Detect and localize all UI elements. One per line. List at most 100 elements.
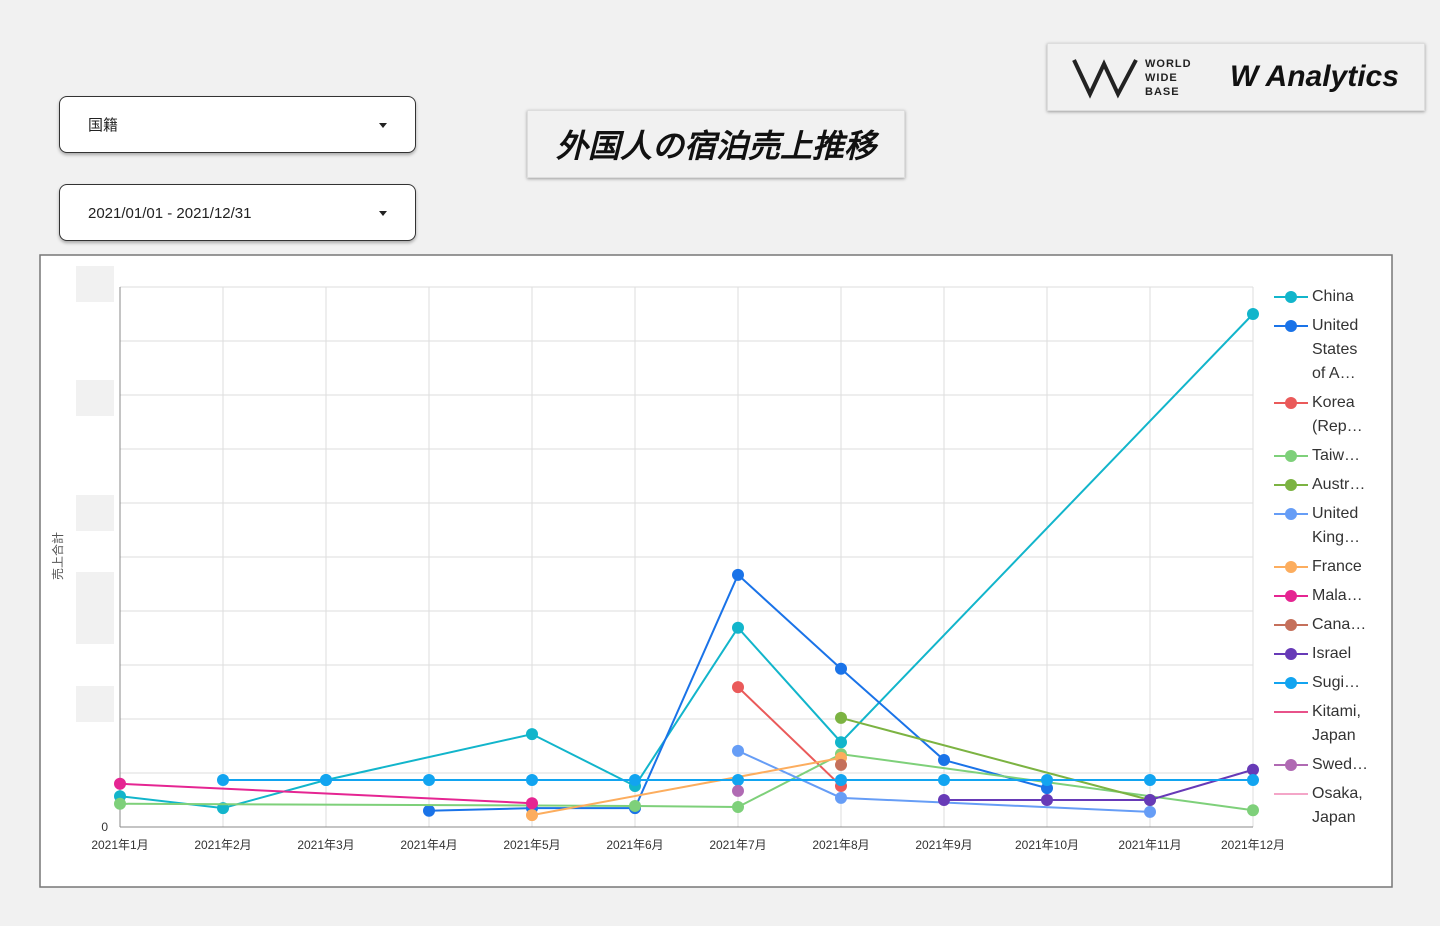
data-point <box>526 728 538 741</box>
x-tick-label: 2021年4月 <box>400 838 457 852</box>
title: 外国人の宿泊売上推移 <box>555 128 876 164</box>
legend-label: Kitami, Japan <box>1312 703 1361 744</box>
data-point <box>835 736 847 749</box>
data-point <box>1247 763 1259 776</box>
legend-item[interactable]: Sugi… <box>1272 671 1387 695</box>
logo-line: WORLD <box>1145 58 1192 70</box>
data-point <box>217 774 229 787</box>
data-point <box>1041 774 1053 787</box>
legend-item[interactable]: Israel <box>1272 642 1387 666</box>
legend-swatch <box>1274 677 1308 689</box>
x-tick-label: 2021年1月 <box>91 838 148 852</box>
legend-swatch <box>1274 561 1308 573</box>
legend-label: Sugi… <box>1312 674 1361 691</box>
legend-swatch <box>1274 619 1308 631</box>
data-point <box>320 774 332 787</box>
series-line <box>119 782 533 805</box>
chart-panel <box>39 254 1393 888</box>
legend-swatch <box>1274 711 1308 713</box>
x-tick-label: 2021年9月 <box>915 838 972 852</box>
legend: China United States of A… Korea (Rep… Taiw…… <box>1272 285 1387 830</box>
data-point <box>732 681 744 694</box>
data-point <box>938 754 950 767</box>
data-point <box>835 758 847 771</box>
legend-item[interactable]: China <box>1272 285 1387 309</box>
data-point <box>1144 805 1156 818</box>
legend-label: Mala… <box>1312 587 1363 604</box>
x-tick-label: 2021年6月 <box>606 838 663 852</box>
legend-label: China <box>1312 288 1354 305</box>
data-point <box>732 784 744 797</box>
logo-mark <box>1072 59 1138 99</box>
legend-item[interactable]: Austr… <box>1272 473 1387 497</box>
y-axis-label: 売上合計 <box>50 532 65 580</box>
nationality-filter[interactable]: 国籍 <box>59 96 416 153</box>
data-point <box>114 777 126 790</box>
legend-item[interactable]: France <box>1272 555 1387 579</box>
x-tick-label: 2021年8月 <box>812 838 869 852</box>
data-point <box>526 797 538 810</box>
data-point <box>732 774 744 787</box>
data-point <box>732 801 744 814</box>
date-range: 2021/01/01 - 2021/12/31 <box>88 205 252 222</box>
legend-swatch <box>1274 793 1308 795</box>
data-point <box>526 809 538 822</box>
title-box: 外国人の宿泊売上推移 <box>527 110 905 178</box>
y-tick-label: 0 <box>101 820 108 834</box>
data-point <box>423 774 435 787</box>
data-point <box>1144 774 1156 787</box>
legend-item[interactable]: United States of A… <box>1272 314 1387 386</box>
legend-item[interactable]: Kitami, Japan <box>1272 700 1387 748</box>
legend-swatch <box>1274 590 1308 602</box>
legend-label: United States of A… <box>1312 317 1359 382</box>
legend-item[interactable]: Taiw… <box>1272 444 1387 468</box>
legend-label: Israel <box>1312 645 1352 662</box>
data-point <box>1144 794 1156 806</box>
legend-item[interactable]: Korea (Rep… <box>1272 391 1387 439</box>
legend-label: Swed… <box>1312 756 1369 773</box>
legend-label: Austr… <box>1312 476 1366 493</box>
legend-label: Taiw… <box>1312 447 1361 464</box>
x-tick-label: 2021年11月 <box>1118 838 1181 852</box>
logo-box: WORLD WIDE BASE W Analytics <box>1047 43 1425 111</box>
data-point <box>835 662 847 675</box>
legend-label: Korea (Rep… <box>1312 394 1363 435</box>
legend-item[interactable]: Mala… <box>1272 584 1387 608</box>
series-line <box>737 686 842 787</box>
x-tick-label: 2021年2月 <box>194 838 251 852</box>
data-point <box>629 774 641 787</box>
data-point <box>114 797 126 810</box>
data-point <box>1247 804 1259 817</box>
legend-label: Cana… <box>1312 616 1367 633</box>
legend-item[interactable]: Swed… <box>1272 753 1387 777</box>
dropdown-arrow <box>379 123 387 132</box>
legend-swatch <box>1274 450 1308 462</box>
legend-item[interactable]: Cana… <box>1272 613 1387 637</box>
data-point <box>1247 308 1259 320</box>
x-tick-label: 2021年10月 <box>1015 838 1079 852</box>
legend-swatch <box>1274 508 1308 520</box>
legend-swatch <box>1274 320 1308 332</box>
x-tick-label: 2021年3月 <box>297 838 354 852</box>
legend-label: France <box>1312 558 1362 575</box>
data-point <box>835 774 847 787</box>
brand: W Analytics <box>1230 60 1399 93</box>
series-line <box>531 756 842 817</box>
data-point <box>938 794 950 806</box>
date-range-control[interactable]: 2021/01/01 - 2021/12/31 <box>59 184 416 241</box>
logo-line: WIDE <box>1145 72 1178 84</box>
logo-line: BASE <box>1145 86 1180 98</box>
legend-swatch <box>1274 397 1308 409</box>
logo-text: WORLD WIDE BASE <box>1145 57 1192 99</box>
legend-item[interactable]: Osaka, Japan <box>1272 782 1387 830</box>
data-point <box>835 711 847 724</box>
legend-swatch <box>1274 648 1308 660</box>
series-line <box>944 768 1254 801</box>
legend-swatch <box>1274 291 1308 303</box>
legend-item[interactable]: United King… <box>1272 502 1387 550</box>
data-point <box>732 744 744 757</box>
data-point <box>732 568 744 581</box>
data-point <box>629 799 641 812</box>
